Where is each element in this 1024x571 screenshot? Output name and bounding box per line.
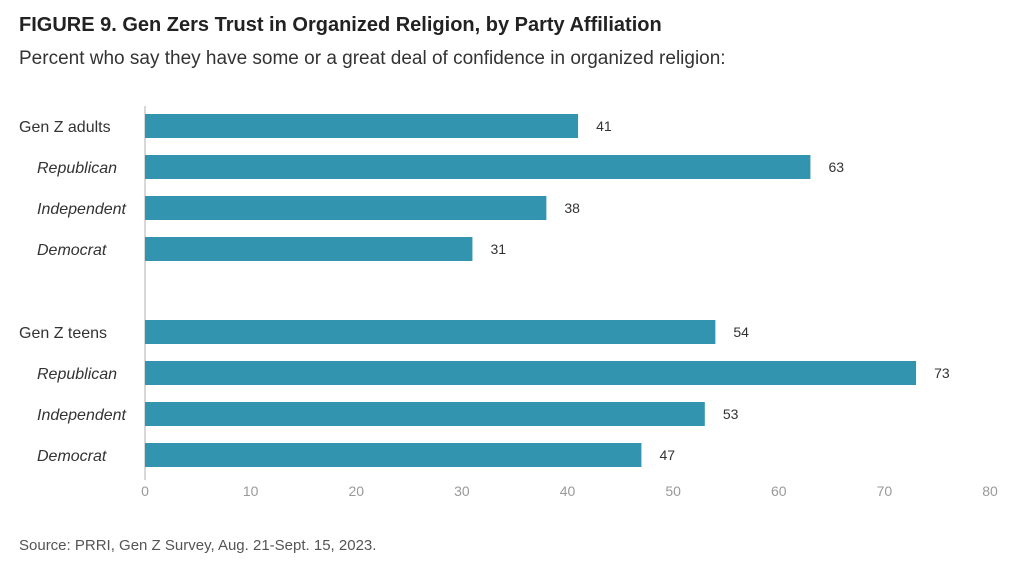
bar: [145, 237, 473, 261]
value-label: 53: [723, 406, 739, 422]
group-label: Gen Z adults: [19, 119, 111, 136]
subgroup-label: Independent: [37, 201, 127, 218]
bar: [145, 114, 579, 138]
x-tick-label: 0: [141, 483, 149, 499]
subgroup-label: Republican: [37, 160, 117, 177]
x-tick-label: 80: [982, 483, 998, 499]
value-label: 41: [596, 118, 612, 134]
bar-chart: Gen Z adults 41 Republican 63 Independent 38 D…: [19, 106, 998, 499]
x-tick-label: 40: [560, 483, 576, 499]
value-label: 38: [564, 200, 580, 216]
subgroup-label: Republican: [37, 366, 117, 383]
bar: [145, 320, 716, 344]
source-note: Source: PRRI, Gen Z Survey, Aug. 21-Sept…: [19, 537, 377, 554]
x-tick-label: 70: [877, 483, 893, 499]
subgroup-label: Democrat: [37, 448, 107, 465]
x-tick-label: 10: [243, 483, 259, 499]
subgroup-label: Democrat: [37, 242, 107, 259]
subgroup-label: Independent: [37, 407, 127, 424]
x-tick-label: 50: [665, 483, 681, 499]
value-label: 63: [828, 159, 844, 175]
bar: [145, 443, 642, 467]
x-tick-label: 20: [348, 483, 364, 499]
bar: [145, 196, 547, 220]
group-label: Gen Z teens: [19, 325, 107, 342]
value-label: 54: [733, 324, 749, 340]
bar: [145, 402, 705, 426]
value-label: 47: [659, 447, 675, 463]
value-label: 73: [934, 365, 950, 381]
x-tick-label: 30: [454, 483, 470, 499]
x-tick-label: 60: [771, 483, 787, 499]
bar: [145, 361, 917, 385]
chart-title: FIGURE 9. Gen Zers Trust in Organized Re…: [19, 14, 662, 36]
bar: [145, 155, 811, 179]
value-label: 31: [490, 241, 506, 257]
chart-subtitle: Percent who say they have some or a grea…: [19, 48, 726, 69]
